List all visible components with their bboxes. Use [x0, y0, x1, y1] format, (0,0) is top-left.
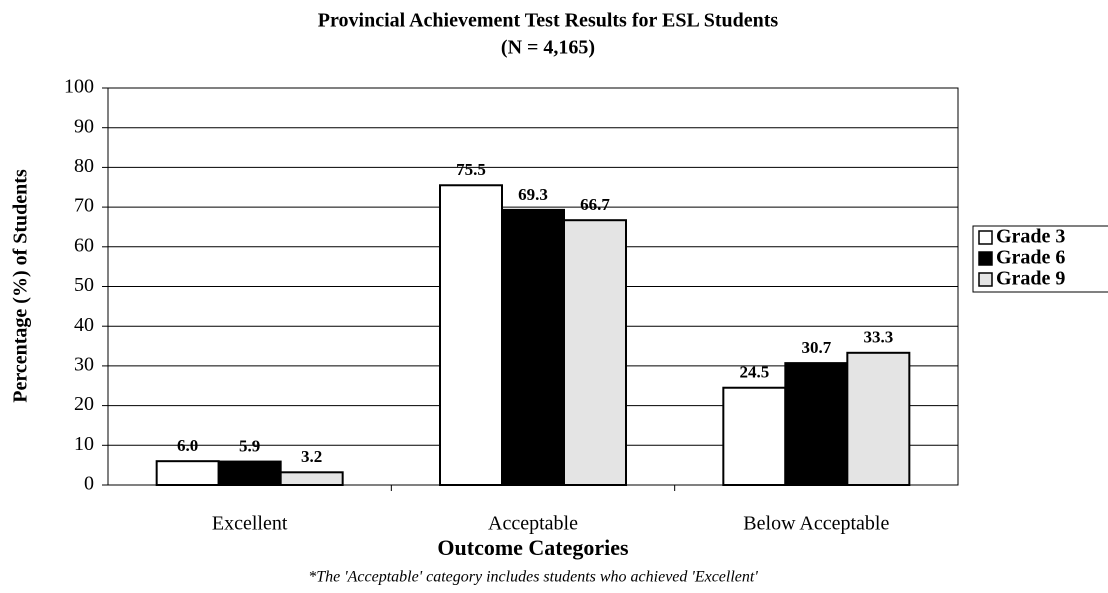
value-label: 24.5 — [739, 363, 769, 382]
y-tick-label: 50 — [74, 274, 94, 296]
chart-subtitle: (N = 4,165) — [501, 37, 595, 59]
value-label: 66.7 — [580, 195, 610, 214]
legend-swatch — [978, 251, 993, 266]
value-label: 33.3 — [863, 328, 893, 347]
y-tick-label: 0 — [84, 473, 94, 495]
bar — [722, 386, 787, 486]
value-label: 6.0 — [177, 436, 198, 455]
x-tick-label: Acceptable — [488, 513, 578, 535]
y-tick-label: 90 — [74, 115, 94, 137]
bar — [784, 362, 849, 486]
legend-label: Grade 6 — [996, 247, 1065, 269]
bar — [846, 351, 911, 487]
legend-label: Grade 9 — [996, 268, 1065, 290]
y-tick-label: 100 — [64, 76, 94, 98]
chart-title: Provincial Achievement Test Results for … — [318, 10, 779, 32]
y-tick-label: 80 — [74, 155, 94, 177]
x-tick-label: Below Acceptable — [743, 513, 889, 535]
value-label: 69.3 — [518, 185, 548, 204]
legend-box — [972, 225, 1108, 293]
value-label: 75.5 — [456, 160, 486, 179]
bar — [279, 471, 344, 486]
bar — [217, 460, 282, 486]
x-tick-label: Excellent — [212, 513, 288, 535]
legend-label: Grade 3 — [996, 226, 1065, 248]
value-label: 30.7 — [801, 338, 831, 357]
y-tick-label: 20 — [74, 393, 94, 415]
bar — [563, 219, 627, 487]
y-axis-label: Percentage (%) of Students — [10, 169, 32, 403]
legend-swatch — [978, 272, 993, 287]
bar — [155, 460, 220, 486]
legend-swatch — [978, 230, 993, 245]
y-tick-label: 30 — [74, 353, 94, 375]
value-label: 3.2 — [301, 447, 322, 466]
value-label: 5.9 — [239, 436, 260, 455]
y-tick-label: 40 — [74, 314, 94, 336]
bar — [501, 208, 565, 486]
footnote: *The 'Acceptable' category includes stud… — [308, 569, 758, 586]
bar — [439, 184, 503, 486]
y-tick-label: 60 — [74, 234, 94, 256]
y-tick-label: 70 — [74, 195, 94, 217]
y-tick-label: 10 — [74, 433, 94, 455]
x-axis-label: Outcome Categories — [437, 535, 629, 560]
